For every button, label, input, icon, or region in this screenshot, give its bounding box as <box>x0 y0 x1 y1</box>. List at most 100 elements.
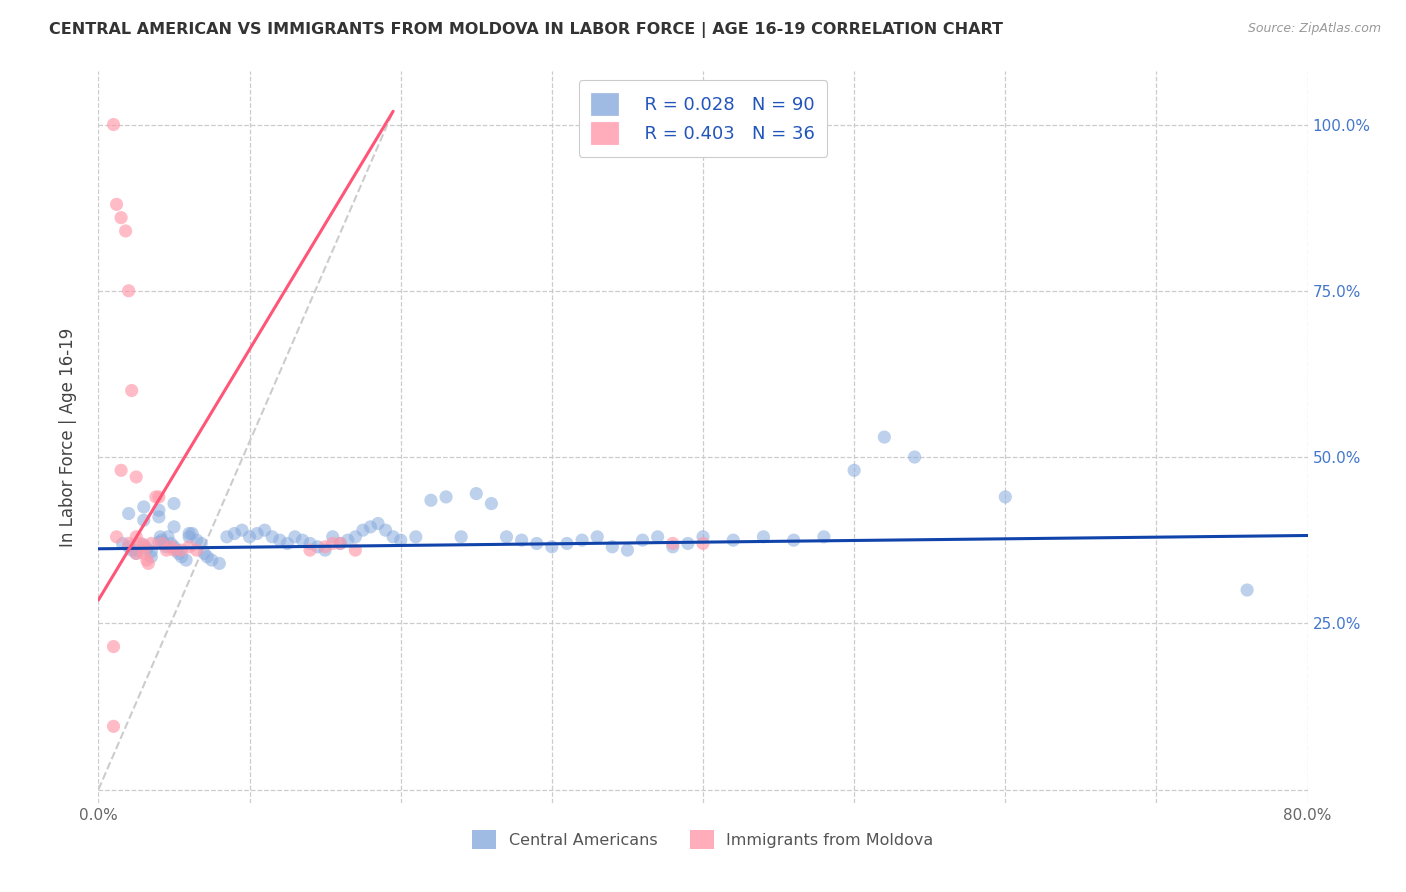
Point <box>129 536 152 550</box>
Point <box>118 540 141 554</box>
Point <box>179 530 201 544</box>
Point <box>692 530 714 544</box>
Point <box>118 507 141 521</box>
Point <box>110 211 132 225</box>
Point <box>148 535 170 549</box>
Point <box>676 536 699 550</box>
Point <box>262 530 284 544</box>
Point <box>299 536 322 550</box>
Point <box>160 536 183 550</box>
Point <box>186 533 208 548</box>
Point <box>121 384 143 398</box>
Point <box>179 526 201 541</box>
Point <box>125 470 148 484</box>
Point <box>170 549 193 564</box>
Point <box>224 526 246 541</box>
Point <box>344 530 367 544</box>
Point <box>299 543 322 558</box>
Point <box>873 430 896 444</box>
Point <box>631 533 654 548</box>
Y-axis label: In Labor Force | Age 16-19: In Labor Force | Age 16-19 <box>59 327 77 547</box>
Point <box>616 543 638 558</box>
Point <box>160 540 183 554</box>
Point <box>661 536 683 550</box>
Point <box>105 530 128 544</box>
Point <box>481 497 503 511</box>
Point <box>150 533 173 548</box>
Point <box>190 536 212 550</box>
Point <box>752 530 775 544</box>
Point <box>692 536 714 550</box>
Point <box>114 224 136 238</box>
Point <box>163 497 186 511</box>
Text: CENTRAL AMERICAN VS IMMIGRANTS FROM MOLDOVA IN LABOR FORCE | AGE 16-19 CORRELATI: CENTRAL AMERICAN VS IMMIGRANTS FROM MOLD… <box>49 22 1004 38</box>
Point <box>322 530 344 544</box>
Point <box>174 553 197 567</box>
Point <box>186 543 208 558</box>
Text: Source: ZipAtlas.com: Source: ZipAtlas.com <box>1247 22 1381 36</box>
Point <box>555 536 578 550</box>
Point <box>389 533 412 548</box>
Point <box>105 197 128 211</box>
Point <box>269 533 291 548</box>
Point <box>125 530 148 544</box>
Point <box>103 118 125 132</box>
Point <box>367 516 389 531</box>
Point <box>170 543 193 558</box>
Point <box>284 530 307 544</box>
Point <box>195 549 218 564</box>
Point <box>148 509 170 524</box>
Point <box>155 540 177 554</box>
Point <box>344 543 367 558</box>
Point <box>540 540 562 554</box>
Point <box>336 533 359 548</box>
Point <box>314 540 336 554</box>
Point <box>145 490 167 504</box>
Point <box>904 450 927 464</box>
Point <box>291 533 314 548</box>
Point <box>132 546 155 560</box>
Point <box>148 503 170 517</box>
Point <box>307 540 329 554</box>
Point <box>231 523 253 537</box>
Point <box>156 530 179 544</box>
Point <box>141 536 163 550</box>
Point <box>382 530 405 544</box>
Point <box>208 557 231 571</box>
Point <box>360 520 382 534</box>
Point <box>246 526 269 541</box>
Point <box>661 540 683 554</box>
Point <box>510 533 533 548</box>
Point <box>465 486 488 500</box>
Point <box>150 536 173 550</box>
Point <box>132 540 155 554</box>
Point <box>135 553 157 567</box>
Point <box>723 533 745 548</box>
Point <box>136 557 159 571</box>
Point <box>374 523 396 537</box>
Point <box>132 538 155 552</box>
Point <box>118 536 141 550</box>
Point <box>405 530 427 544</box>
Point <box>118 284 141 298</box>
Point <box>602 540 624 554</box>
Point <box>215 530 238 544</box>
Point <box>994 490 1017 504</box>
Point <box>149 530 172 544</box>
Point <box>141 544 163 558</box>
Point <box>125 546 148 560</box>
Point <box>450 530 472 544</box>
Point <box>155 543 177 558</box>
Legend: Central Americans, Immigrants from Moldova: Central Americans, Immigrants from Moldo… <box>464 822 942 857</box>
Point <box>181 526 204 541</box>
Point <box>152 536 174 550</box>
Point <box>125 543 148 558</box>
Point <box>163 520 186 534</box>
Point <box>163 543 186 558</box>
Point <box>647 530 669 544</box>
Point <box>179 540 201 554</box>
Point <box>495 530 517 544</box>
Point <box>103 719 125 733</box>
Point <box>1236 582 1258 597</box>
Point <box>329 536 352 550</box>
